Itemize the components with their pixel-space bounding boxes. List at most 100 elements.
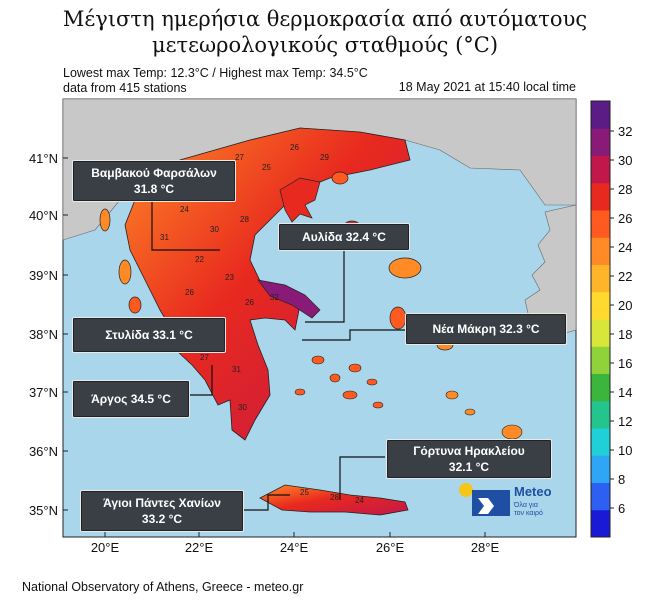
colorbar-segment xyxy=(591,455,610,483)
station-value: 23 xyxy=(225,273,234,282)
callout-vamvakou-line1: Βαμβακού Φαρσάλων xyxy=(91,166,217,180)
title-line-2: μετεωρολογικούς σταθμούς (°C) xyxy=(151,33,499,57)
colorbar-segment xyxy=(591,428,610,456)
chios-island xyxy=(389,306,407,330)
colorbar-segment xyxy=(591,128,610,156)
station-value: 24 xyxy=(180,205,189,214)
meteo-logo-icon xyxy=(459,483,510,516)
station-value: 31 xyxy=(232,365,241,374)
lat-label: 38°N xyxy=(29,327,58,342)
lon-label: 28°E xyxy=(471,540,500,555)
colorbar-tick-label: 20 xyxy=(618,298,632,313)
colorbar-segment xyxy=(591,210,610,238)
meteo-logo-name: Meteo xyxy=(514,484,552,499)
title-line-1: Μέγιστη ημερήσια θερμοκρασία από αυτόματ… xyxy=(62,7,588,31)
colorbar-segment xyxy=(591,319,610,347)
colorbar-segment xyxy=(591,509,610,538)
meteo-tagline-2: τον καιρό xyxy=(514,510,543,517)
colorbar-tick-label: 28 xyxy=(618,182,632,197)
station-value: 32 xyxy=(270,293,279,302)
cyclades-islands xyxy=(294,355,384,409)
callout-agioi-pantes-line1: Άγιοι Πάντες Χανίων xyxy=(103,496,221,510)
station-value: 26 xyxy=(290,143,299,152)
station-value: 27 xyxy=(200,353,209,362)
colorbar-segment xyxy=(591,482,610,511)
colorbar-segment xyxy=(591,291,610,320)
colorbar-segment xyxy=(591,373,610,402)
lat-label: 40°N xyxy=(29,208,58,223)
colorbar-segment xyxy=(591,237,610,265)
colorbar-tick-label: 8 xyxy=(618,472,625,487)
callout-stylida-text: Στυλίδα 33.1 °C xyxy=(105,328,193,342)
colorbar-tick-label: 30 xyxy=(618,153,632,168)
colorbar-segment xyxy=(591,182,610,211)
callout-nea-makri: Νέα Μάκρη 32.3 °C xyxy=(405,313,567,345)
callout-argos: Άργος 34.5 °C xyxy=(72,380,190,418)
corfu-island xyxy=(99,208,111,232)
lon-label: 26°E xyxy=(376,540,405,555)
station-value: 26 xyxy=(185,288,194,297)
meteo-logo-tagline: Όλα για τον καιρό xyxy=(514,502,543,518)
colorbar-tick-label: 22 xyxy=(618,269,632,284)
lon-label: 22°E xyxy=(185,540,214,555)
meteo-tagline-1: Όλα για xyxy=(514,502,538,509)
station-value: 30 xyxy=(238,403,247,412)
stats-info: Lowest max Temp: 12.3°C / Highest max Te… xyxy=(63,66,368,96)
zakynthos-island xyxy=(128,296,142,314)
station-value: 24 xyxy=(355,496,364,505)
meteo-logo[interactable]: Meteo Όλα για τον καιρό xyxy=(458,478,560,520)
callout-gortyna: Γόρτυνα Ηρακλείου 32.1 °C xyxy=(386,439,552,479)
colorbar-tick-label: 26 xyxy=(618,211,632,226)
lat-label: 39°N xyxy=(29,268,58,283)
callout-avlida-text: Αυλίδα 32.4 °C xyxy=(302,230,386,244)
temp-range-text: Lowest max Temp: 12.3°C / Highest max Te… xyxy=(63,66,368,80)
callout-avlida: Αυλίδα 32.4 °C xyxy=(278,223,410,251)
colorbar-tick-label: 10 xyxy=(618,443,632,458)
longitude-labels: 20°E 22°E 24°E 26°E 28°E xyxy=(91,532,500,555)
credit-text: National Observatory of Athens, Greece -… xyxy=(22,580,304,594)
callout-vamvakou: Βαμβακού Φαρσάλων 31.8 °C xyxy=(72,160,236,202)
colorbar-segment xyxy=(591,400,610,429)
lon-label: 20°E xyxy=(91,540,120,555)
station-value: 27 xyxy=(235,153,244,162)
kefalonia-island xyxy=(118,259,132,285)
station-count-text: data from 415 stations xyxy=(63,81,187,95)
colorbar-segment xyxy=(591,101,610,129)
station-value: 29 xyxy=(320,153,329,162)
station-value: 28 xyxy=(330,493,339,502)
station-value: 25 xyxy=(262,163,271,172)
station-value: 31 xyxy=(160,233,169,242)
station-value: 28 xyxy=(240,215,249,224)
callout-vamvakou-line2: 31.8 °C xyxy=(133,182,175,196)
callout-agioi-pantes: Άγιοι Πάντες Χανίων 33.2 °C xyxy=(80,490,244,532)
lat-label: 35°N xyxy=(29,503,58,518)
crete-island xyxy=(259,484,409,516)
colorbar-tick-label: 24 xyxy=(618,240,632,255)
latitude-labels: 41°N 40°N 39°N 38°N 37°N 36°N 35°N xyxy=(29,151,68,518)
thasos-island xyxy=(331,171,349,185)
chalkidiki xyxy=(279,177,321,223)
colorbar-tick-label: 12 xyxy=(618,414,632,429)
station-value: 26 xyxy=(245,298,254,307)
callout-nea-makri-text: Νέα Μάκρη 32.3 °C xyxy=(432,322,540,336)
evia-island xyxy=(257,279,321,319)
colorbar-segment xyxy=(591,264,610,293)
colorbar-tick-label: 32 xyxy=(618,124,632,139)
colorbar-tick-label: 6 xyxy=(618,501,625,516)
colorbar-tick-label: 16 xyxy=(618,356,632,371)
callout-gortyna-line1: Γόρτυνα Ηρακλείου xyxy=(413,444,525,458)
colorbar: 32 30 28 26 24 22 20 18 16 14 12 10 8 6 xyxy=(590,100,632,538)
colorbar-tick-label: 18 xyxy=(618,327,632,342)
colorbar-segment xyxy=(591,155,610,184)
lon-label: 24°E xyxy=(280,540,309,555)
callout-argos-text: Άργος 34.5 °C xyxy=(91,392,171,406)
callout-stylida: Στυλίδα 33.1 °C xyxy=(72,317,226,353)
lat-label: 37°N xyxy=(29,385,58,400)
lat-label: 41°N xyxy=(29,151,58,166)
callout-gortyna-line2: 32.1 °C xyxy=(448,460,490,474)
callout-agioi-pantes-line2: 33.2 °C xyxy=(141,512,183,526)
colorbar-tick-label: 14 xyxy=(618,385,632,400)
timestamp: 18 May 2021 at 15:40 local time xyxy=(398,80,576,94)
map-title: Μέγιστη ημερήσια θερμοκρασία από αυτόματ… xyxy=(0,6,650,58)
station-values: 2725262924302831222326292731302528243226 xyxy=(160,143,364,505)
